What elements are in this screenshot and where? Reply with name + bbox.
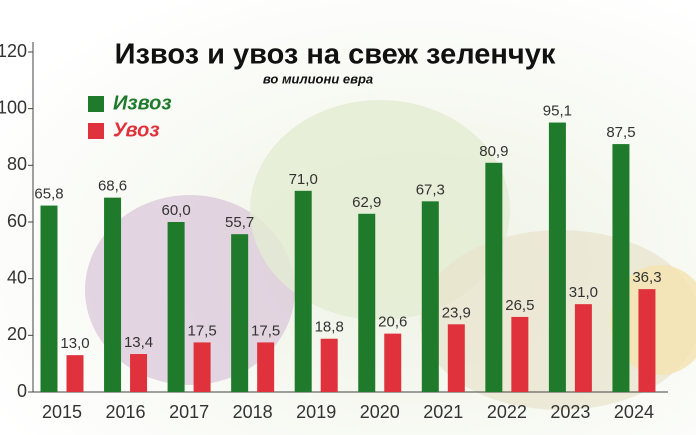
bar <box>358 213 376 392</box>
bar <box>548 122 566 393</box>
cabbage-decor <box>250 100 510 320</box>
value-label: 71,0 <box>289 171 318 188</box>
bar <box>66 355 84 392</box>
x-tick-label: 2021 <box>423 402 463 422</box>
value-label: 67,3 <box>416 181 445 198</box>
value-label: 36,3 <box>632 269 661 286</box>
bar <box>638 289 656 392</box>
value-label: 55,7 <box>225 214 254 231</box>
bar <box>40 205 58 392</box>
bar <box>421 201 439 392</box>
chart-title: Извоз и увоз на свеж зеленчук <box>115 39 556 71</box>
value-label: 95,1 <box>543 103 572 120</box>
legend-swatch <box>88 123 104 139</box>
y-tick-label: 0 <box>17 381 27 401</box>
x-tick-label: 2022 <box>487 402 527 422</box>
bar <box>320 338 338 392</box>
bar <box>612 144 630 392</box>
x-tick-label: 2023 <box>550 402 590 422</box>
y-tick-label: 100 <box>0 97 27 117</box>
chart-subtitle: во милиони евра <box>263 71 373 86</box>
bar <box>485 162 503 392</box>
bar <box>384 333 402 392</box>
x-tick-label: 2024 <box>614 402 654 422</box>
y-tick-label: 60 <box>7 211 27 231</box>
x-tick-label: 2019 <box>296 402 336 422</box>
x-tick-label: 2020 <box>360 402 400 422</box>
y-tick-label: 120 <box>0 41 27 61</box>
value-label: 80,9 <box>479 143 508 160</box>
y-tick-label: 80 <box>7 154 27 174</box>
value-label: 62,9 <box>352 194 381 211</box>
y-tick-label: 40 <box>7 267 27 287</box>
value-label: 60,0 <box>161 202 190 219</box>
bar <box>257 342 275 392</box>
bar <box>193 342 211 392</box>
value-label: 65,8 <box>34 186 63 203</box>
bar <box>574 304 592 392</box>
bar <box>447 324 465 392</box>
value-label: 87,5 <box>606 124 635 141</box>
value-label: 26,5 <box>505 297 534 314</box>
value-label: 17,5 <box>187 322 216 339</box>
value-label: 17,5 <box>251 322 280 339</box>
value-label: 13,0 <box>60 335 89 352</box>
x-tick-label: 2016 <box>106 402 146 422</box>
x-tick-label: 2018 <box>233 402 273 422</box>
value-label: 68,6 <box>98 178 127 195</box>
x-tick-label: 2015 <box>42 402 82 422</box>
legend-swatch <box>88 96 104 112</box>
legend-label: Извоз <box>113 92 172 114</box>
bar <box>511 316 529 392</box>
bar <box>167 222 185 392</box>
bar <box>104 197 122 392</box>
value-label: 23,9 <box>442 304 471 321</box>
value-label: 20,6 <box>378 314 407 331</box>
bar <box>231 234 249 392</box>
y-tick-label: 20 <box>7 324 27 344</box>
legend-label: Увоз <box>113 119 160 141</box>
value-label: 31,0 <box>569 284 598 301</box>
value-label: 18,8 <box>315 319 344 336</box>
bar <box>294 190 312 392</box>
x-tick-label: 2017 <box>169 402 209 422</box>
bar <box>130 354 148 392</box>
value-label: 13,4 <box>124 334 153 351</box>
